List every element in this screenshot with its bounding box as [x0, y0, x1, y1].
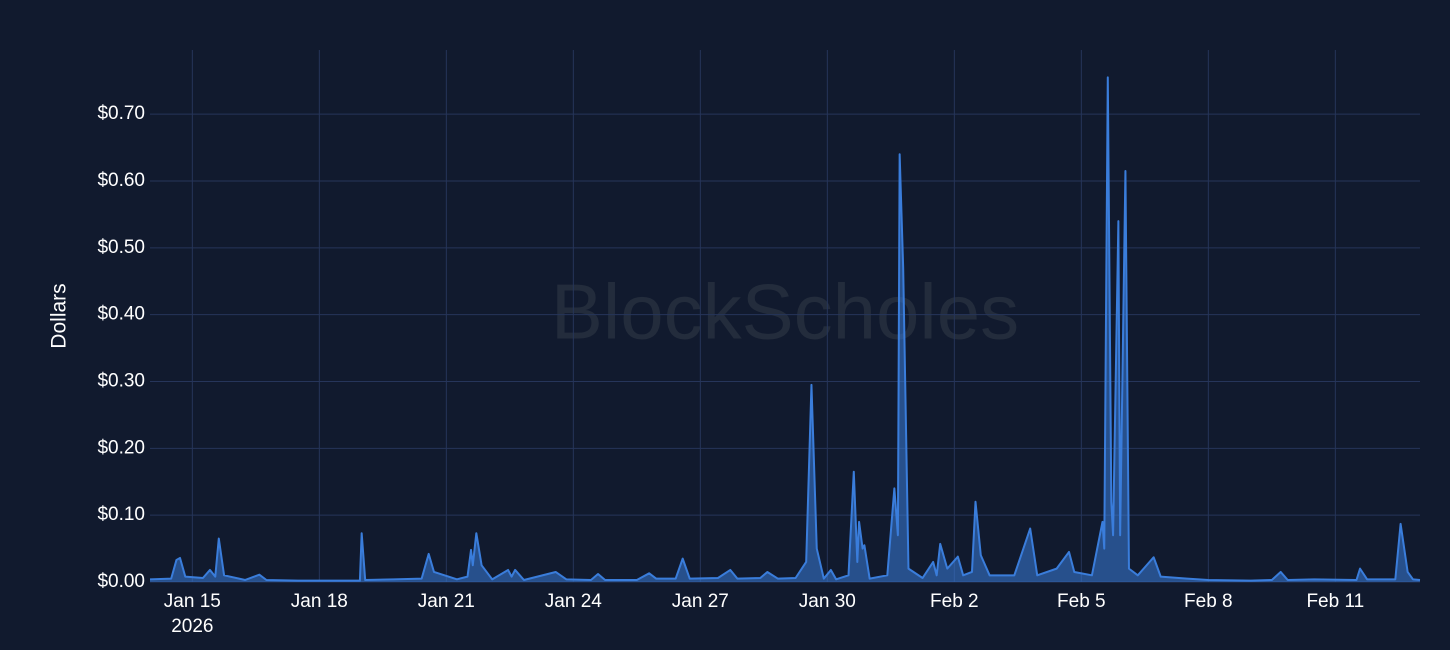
x-tick-label: Jan 30 — [799, 591, 856, 612]
x-tick-label: Feb 11 — [1306, 591, 1364, 612]
x-tick-label: Jan 27 — [672, 591, 729, 612]
x-tick-label: Feb 8 — [1184, 591, 1233, 612]
x-tick-label: Feb 2 — [930, 591, 979, 612]
x-tick-label: Jan 18 — [291, 591, 348, 612]
y-tick-label: $0.40 — [97, 304, 145, 325]
y-tick-label: $0.30 — [97, 371, 145, 392]
y-tick-label: $0.70 — [97, 103, 145, 124]
y-tick-label: $0.00 — [97, 571, 145, 592]
y-tick-label: $0.60 — [97, 170, 145, 191]
x-tick-label: Jan 24 — [545, 591, 602, 612]
x-year-label: 2026 — [171, 616, 213, 637]
x-tick-label: Jan 15 — [164, 591, 221, 612]
y-tick-label: $0.50 — [97, 237, 145, 258]
y-axis-title: Dollars — [48, 283, 71, 348]
area-line — [149, 76, 1421, 582]
watermark: BlockScholes — [551, 268, 1019, 356]
y-tick-label: $0.10 — [97, 504, 145, 525]
x-tick-label: Jan 21 — [418, 591, 475, 612]
y-tick-label: $0.20 — [97, 437, 145, 458]
x-tick-label: Feb 5 — [1057, 591, 1106, 612]
